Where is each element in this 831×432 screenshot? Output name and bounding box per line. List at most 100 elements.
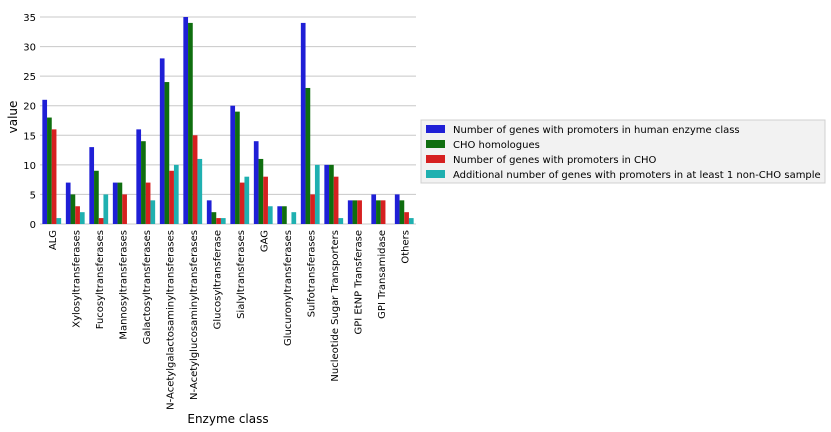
legend-box (420, 119, 826, 184)
y-tick-label: 15 (23, 131, 36, 142)
bar (51, 129, 57, 224)
legend-swatch (426, 170, 445, 178)
y-tick-label: 30 (23, 43, 36, 54)
bar (117, 182, 123, 224)
bar (188, 22, 193, 224)
bar (70, 194, 76, 224)
x-tick-labels: ALG Xylosyltransferases Fucosyltransferase… (48, 230, 412, 410)
x-tick-label: N-Acetylglucosaminyltransferases (189, 230, 200, 400)
x-tick-label: GPI Transamidase (377, 230, 388, 319)
bar (282, 206, 287, 224)
bar (371, 194, 377, 224)
legend-swatch (426, 125, 445, 133)
y-tick-labels: 0 5 10 15 20 25 30 35 (23, 13, 36, 231)
bar (305, 87, 311, 224)
bar (216, 218, 221, 224)
y-tick-label: 25 (23, 72, 36, 83)
legend-swatch (426, 140, 445, 148)
bar (98, 218, 104, 224)
bar (239, 182, 245, 224)
legend-entry: Additional number of genes with promoter… (453, 170, 821, 181)
bar (159, 58, 165, 225)
bar (399, 200, 405, 224)
y-tick-label: 10 (23, 161, 36, 172)
bar (122, 194, 127, 224)
bar (230, 105, 236, 224)
x-tick-label: Fucosyltransferases (95, 230, 106, 329)
bar (408, 218, 414, 224)
legend-entry: CHO homologues (453, 140, 540, 151)
bar (42, 99, 48, 224)
bar (404, 212, 409, 224)
x-tick-label: Sialyltransferases (236, 230, 247, 319)
bar (173, 164, 179, 224)
bar (310, 194, 315, 224)
bar (333, 176, 339, 224)
bar (183, 17, 189, 224)
x-tick-label: N-Acetylgalactosaminyltransferases (165, 230, 176, 410)
bar (75, 206, 80, 224)
y-tick-label: 35 (23, 13, 36, 24)
bar (291, 212, 297, 224)
x-tick-label: Others (400, 230, 411, 264)
bar (197, 158, 203, 224)
y-tick-label: 0 (30, 220, 36, 231)
x-tick-label: GPI EtNP Transferase (353, 230, 364, 335)
bar (211, 212, 217, 224)
bar (94, 170, 99, 224)
bar (103, 194, 109, 224)
bar (352, 200, 358, 224)
bar (357, 200, 362, 224)
legend-entry: Number of genes with promoters in human … (453, 125, 740, 136)
bar (89, 147, 95, 224)
y-tick-label: 20 (23, 102, 36, 113)
bar (244, 176, 250, 224)
gridlines (40, 16, 416, 225)
bar (136, 129, 142, 224)
bar (220, 218, 226, 224)
bar (169, 170, 174, 224)
bar (300, 22, 306, 224)
bar (394, 194, 400, 224)
bar (235, 111, 240, 224)
bar (258, 158, 264, 224)
bar (338, 218, 344, 224)
x-tick-label: Nucleotide Sugar Transporters (330, 230, 341, 382)
x-tick-label: Glucuronyltransferases (283, 230, 294, 346)
bar (164, 82, 170, 224)
y-axis-label: value (6, 101, 20, 134)
bar (47, 117, 52, 224)
bar (376, 200, 381, 224)
bar (150, 200, 156, 224)
bar (192, 135, 198, 224)
x-tick-label: Mannosyltransferases (118, 230, 129, 340)
legend-swatch (426, 155, 445, 163)
legend-entry: Number of genes with promoters in CHO (453, 155, 657, 166)
bar (263, 176, 268, 224)
x-tick-label: Galactosyltransferases (142, 230, 153, 344)
x-tick-label: Xylosyltransferases (71, 230, 82, 328)
bar (56, 218, 62, 224)
bar (267, 206, 273, 224)
bar (145, 182, 151, 224)
bar (112, 182, 118, 224)
bar (65, 182, 71, 224)
bar (329, 164, 334, 224)
x-tick-label: GAG (259, 230, 270, 252)
x-tick-label: Glucosyltransferase (212, 230, 223, 329)
bar (79, 212, 85, 224)
bar (253, 141, 259, 224)
legend: Number of genes with promoters in human … (420, 119, 826, 184)
bar (380, 200, 386, 224)
bar (324, 164, 330, 224)
bars (42, 17, 414, 225)
bar (141, 141, 146, 224)
x-axis-label: Enzyme class (187, 412, 268, 426)
bar (277, 206, 283, 224)
x-tick-label: Sulfotransferases (306, 230, 317, 317)
x-tick-label: ALG (48, 230, 59, 250)
bar (347, 200, 353, 224)
bar (206, 200, 212, 224)
bar (314, 164, 320, 224)
